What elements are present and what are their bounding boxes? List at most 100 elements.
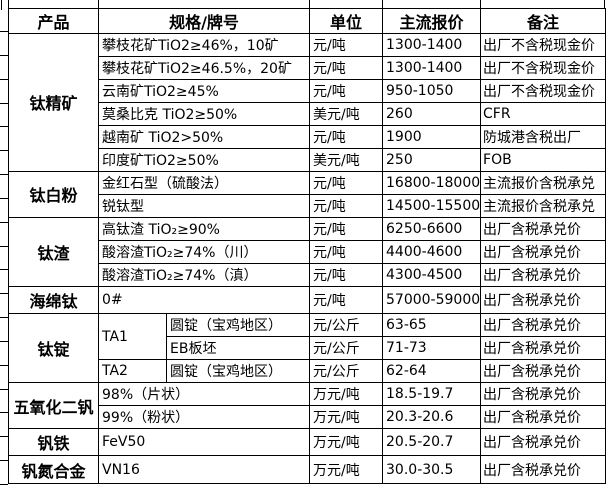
spec-cell: 98%（片状） <box>97 382 311 407</box>
note-cell: 主流报价含税承兑 <box>480 193 607 218</box>
note-cell: 出厂不含税现金价 <box>480 78 607 103</box>
price-cell: 14500-15500 <box>382 193 482 218</box>
spec-cell: 圆锭（宝鸡地区） <box>165 359 311 384</box>
price-cell: 6250-6600 <box>382 216 482 241</box>
table-row: 钛渣 高钛渣 TiO₂≥90% 元/吨 6250-6600 出厂含税承兑价 <box>8 216 607 287</box>
price-cell: 1300-1400 <box>382 33 482 57</box>
note-cell: 出厂含税承兑价 <box>480 285 607 315</box>
table-row: 钛白粉 金红石型（硫酸法） 元/吨 16800-18000 主流报价含税承兑 <box>8 170 607 218</box>
grid-crop-tick <box>382 0 383 8</box>
note-cell: FOB <box>480 147 607 172</box>
grid-crop-tick <box>480 0 481 8</box>
unit-cell: 元/吨 <box>309 33 384 57</box>
price-cell: 1900 <box>382 124 482 149</box>
price-cell: 1300-1400 <box>382 55 482 80</box>
col-header: 单位 <box>309 8 384 34</box>
grid-crop-tick <box>0 79 8 80</box>
unit-cell: 元/吨 <box>309 78 384 103</box>
note-cell: 防城港含税出厂 <box>480 124 607 149</box>
grid-crop-tick <box>0 460 8 461</box>
spec-cell: 酸溶渣TiO₂≥74%（川） <box>97 239 311 264</box>
spec-cell: VN16 <box>97 455 311 484</box>
table-row: 99%（粉状） 万元/吨 20.3-20.6 出厂含税承兑价 <box>9 405 607 430</box>
unit-cell: 元/吨 <box>309 55 384 80</box>
table-row: 印度矿TiO2≥50% 美元/吨 250 FOB <box>9 147 607 172</box>
spec-cell: 圆锭（宝鸡地区） <box>165 313 311 338</box>
product-cell: 钛精矿 <box>8 33 99 172</box>
spec-cell: 越南矿 TiO2>50% <box>97 124 311 149</box>
note-cell: 出厂含税承兑价 <box>480 239 607 264</box>
grid-crop-tick <box>1 0 2 10</box>
grid-crop-tick <box>0 198 8 199</box>
table-row: TA2 圆锭（宝鸡地区） 元/公斤 62-64 出厂含税承兑价 <box>9 359 607 384</box>
note-cell: 出厂不含税现金价 <box>480 33 607 57</box>
col-header: 产品 <box>8 8 99 34</box>
product-cell: 钛锭 <box>8 313 99 384</box>
spec-cell: 攀枝花矿TiO2≥46%，10矿 <box>97 33 311 57</box>
grid-crop-tick <box>0 484 8 485</box>
unit-cell: 元/吨 <box>309 193 384 218</box>
spec-cell: 云南矿TiO2≥45% <box>97 78 311 103</box>
price-cell: 4400-4600 <box>382 239 482 264</box>
table-row: 酸溶渣TiO₂≥74%（川） 元/吨 4400-4600 出厂含税承兑价 <box>9 239 607 264</box>
grid-crop-tick <box>98 0 99 8</box>
unit-cell: 元/公斤 <box>309 313 384 338</box>
price-cell: 4300-4500 <box>382 262 482 287</box>
unit-cell: 元/吨 <box>309 285 384 315</box>
unit-cell: 元/吨 <box>309 239 384 264</box>
note-cell: 出厂含税承兑价 <box>480 359 607 384</box>
col-header: 主流报价 <box>382 8 482 34</box>
unit-cell: 元/吨 <box>309 124 384 149</box>
unit-cell: 元/吨 <box>309 216 384 241</box>
product-cell: 海绵钛 <box>8 285 99 315</box>
price-cell: 63-65 <box>382 313 482 338</box>
unit-cell: 美元/吨 <box>309 101 384 126</box>
spec-cell: 金红石型（硫酸法） <box>97 170 311 195</box>
spec-cell: 高钛渣 TiO₂≥90% <box>97 216 311 241</box>
note-cell: CFR <box>480 101 607 126</box>
header-row: 产品 规格/牌号 单位 主流报价 备注 <box>8 8 607 34</box>
unit-cell: 万元/吨 <box>309 382 384 407</box>
note-cell: 出厂含税承兑价 <box>480 455 607 484</box>
spec-cell: 酸溶渣TiO₂≥74%（滇） <box>97 262 311 287</box>
grid-crop-tick <box>0 126 8 127</box>
table-row: 钒铁 FeV50 万元/吨 20.5-20.7 出厂含税承兑价 <box>8 428 607 457</box>
price-cell: 260 <box>382 101 482 126</box>
grid-crop-tick <box>0 103 8 104</box>
table-row: 钛锭 TA1 圆锭（宝鸡地区） 元/公斤 63-65 出厂含税承兑价 <box>8 313 607 384</box>
grade-cell: TA1 <box>98 313 167 361</box>
grid-crop-tick <box>0 174 8 175</box>
spec-cell: 印度矿TiO2≥50% <box>97 147 311 172</box>
product-cell: 钒氮合金 <box>8 455 99 484</box>
table-header: 产品 规格/牌号 单位 主流报价 备注 <box>8 8 607 34</box>
table-row: 锐钛型 元/吨 14500-15500 主流报价含税承兑 <box>9 193 607 218</box>
unit-cell: 元/吨 <box>309 170 384 195</box>
unit-cell: 万元/吨 <box>309 455 384 484</box>
col-header: 备注 <box>480 8 607 34</box>
grid-crop-tick <box>0 55 8 56</box>
grid-crop-tick <box>0 222 8 223</box>
price-cell: 20.5-20.7 <box>382 428 482 457</box>
note-cell: 出厂含税承兑价 <box>480 336 607 361</box>
spec-cell: 0# <box>97 285 311 315</box>
price-cell: 57000-59000 <box>382 285 482 315</box>
grid-crop-tick <box>0 150 8 151</box>
table-row: 莫桑比克 TiO2≥50% 美元/吨 260 CFR <box>9 101 607 126</box>
spec-cell: 99%（粉状） <box>97 405 311 430</box>
spec-cell: FeV50 <box>97 428 311 457</box>
note-cell: 出厂含税承兑价 <box>480 382 607 407</box>
spec-cell: 莫桑比克 TiO2≥50% <box>97 101 311 126</box>
grid-crop-tick <box>0 317 8 318</box>
table-body: 钛精矿 攀枝花矿TiO2≥46%，10矿 元/吨 1300-1400 出厂不含税现金价攀… <box>8 33 607 484</box>
note-cell: 出厂含税承兑价 <box>480 405 607 430</box>
price-cell: 250 <box>382 147 482 172</box>
price-cell: 16800-18000 <box>382 170 482 195</box>
grid-crop-tick <box>0 341 8 342</box>
price-table: 产品 规格/牌号 单位 主流报价 备注 钛精矿 攀枝花矿TiO2≥46%，10矿 元/吨 13… <box>8 8 607 484</box>
price-cell: 30.0-30.5 <box>382 455 482 484</box>
price-cell: 20.3-20.6 <box>382 405 482 430</box>
table-row: 钒氮合金 VN16 万元/吨 30.0-30.5 出厂含税承兑价 <box>8 455 607 484</box>
note-cell: 出厂不含税现金价 <box>480 55 607 80</box>
price-cell: 18.5-19.7 <box>382 382 482 407</box>
